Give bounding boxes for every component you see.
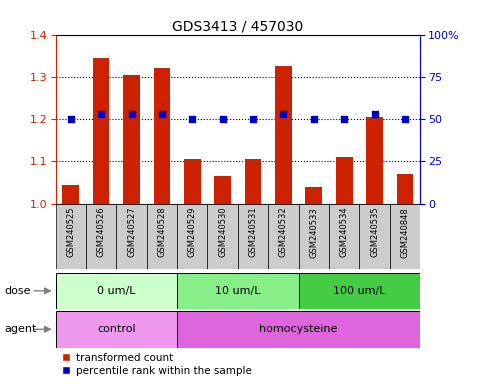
Bar bbox=[116, 204, 147, 269]
Point bbox=[158, 111, 166, 117]
Bar bbox=[298, 273, 420, 309]
Text: GSM240532: GSM240532 bbox=[279, 207, 288, 257]
Legend: transformed count, percentile rank within the sample: transformed count, percentile rank withi… bbox=[61, 353, 252, 376]
Bar bbox=[298, 204, 329, 269]
Text: GSM240527: GSM240527 bbox=[127, 207, 136, 257]
Point bbox=[401, 116, 409, 122]
Bar bbox=[56, 273, 177, 309]
Point bbox=[341, 116, 348, 122]
Bar bbox=[56, 311, 177, 348]
Bar bbox=[305, 187, 322, 204]
Text: GSM240533: GSM240533 bbox=[309, 207, 318, 258]
Text: GSM240529: GSM240529 bbox=[188, 207, 197, 257]
Bar bbox=[275, 66, 292, 204]
Bar bbox=[147, 204, 177, 269]
Bar bbox=[208, 204, 238, 269]
Text: homocysteine: homocysteine bbox=[259, 324, 338, 334]
Title: GDS3413 / 457030: GDS3413 / 457030 bbox=[172, 20, 303, 33]
Text: agent: agent bbox=[5, 324, 37, 334]
Bar bbox=[329, 204, 359, 269]
Text: control: control bbox=[97, 324, 136, 334]
Text: GSM240526: GSM240526 bbox=[97, 207, 106, 257]
Text: 10 um/L: 10 um/L bbox=[215, 286, 261, 296]
Bar bbox=[238, 204, 268, 269]
Bar bbox=[62, 185, 79, 204]
Text: dose: dose bbox=[5, 286, 31, 296]
Bar bbox=[397, 174, 413, 204]
Bar bbox=[93, 58, 110, 204]
Point bbox=[280, 111, 287, 117]
Point bbox=[188, 116, 196, 122]
Text: GSM240848: GSM240848 bbox=[400, 207, 410, 258]
Text: GSM240535: GSM240535 bbox=[370, 207, 379, 257]
Point bbox=[97, 111, 105, 117]
Text: GSM240534: GSM240534 bbox=[340, 207, 349, 257]
Bar bbox=[177, 311, 420, 348]
Point bbox=[219, 116, 227, 122]
Bar bbox=[336, 157, 353, 204]
Text: GSM240530: GSM240530 bbox=[218, 207, 227, 257]
Text: 0 um/L: 0 um/L bbox=[97, 286, 136, 296]
Bar bbox=[86, 204, 116, 269]
Bar bbox=[245, 159, 261, 204]
Text: GSM240531: GSM240531 bbox=[249, 207, 257, 257]
Bar bbox=[184, 159, 200, 204]
Bar bbox=[177, 273, 298, 309]
Text: GSM240528: GSM240528 bbox=[157, 207, 167, 257]
Point bbox=[67, 116, 74, 122]
Bar bbox=[390, 204, 420, 269]
Bar bbox=[359, 204, 390, 269]
Bar bbox=[214, 176, 231, 204]
Bar bbox=[123, 75, 140, 204]
Bar bbox=[154, 68, 170, 204]
Text: 100 um/L: 100 um/L bbox=[333, 286, 386, 296]
Point bbox=[249, 116, 257, 122]
Point bbox=[371, 111, 379, 117]
Bar bbox=[56, 204, 86, 269]
Bar bbox=[268, 204, 298, 269]
Point bbox=[128, 111, 135, 117]
Text: GSM240525: GSM240525 bbox=[66, 207, 75, 257]
Bar bbox=[177, 204, 208, 269]
Point bbox=[310, 116, 318, 122]
Bar bbox=[366, 117, 383, 204]
